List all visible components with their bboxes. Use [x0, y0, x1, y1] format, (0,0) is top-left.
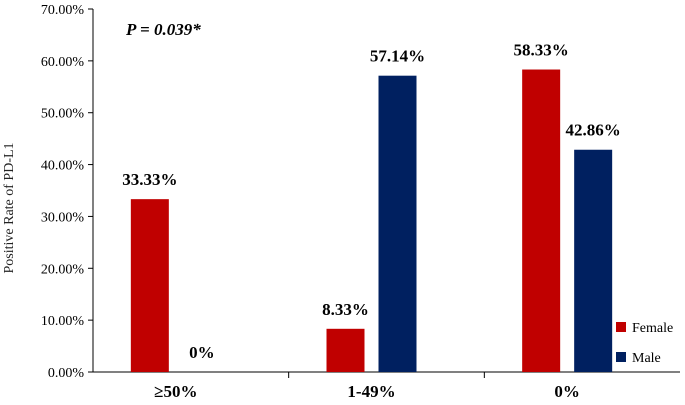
- y-axis: 0.00% 10.00% 20.00% 30.00% 40.00% 50.00% 60.00…: [41, 3, 94, 381]
- legend-swatch-female: [616, 322, 626, 332]
- bar-male: [574, 149, 613, 372]
- y-tick-label: 40.00%: [41, 159, 85, 174]
- legend-label-female: Female: [632, 321, 673, 336]
- legend-swatch-male: [616, 352, 626, 362]
- x-category-label: ≥50%: [154, 382, 197, 401]
- bar-female: [522, 69, 561, 373]
- y-tick-label: 30.00%: [41, 210, 85, 225]
- x-axis: ≥50% 1-49% 0%: [93, 371, 680, 401]
- data-label: 58.33%: [514, 41, 569, 60]
- bar-female: [130, 199, 169, 372]
- bar-female: [326, 328, 365, 372]
- y-tick-label: 60.00%: [41, 55, 85, 70]
- p-value-annotation: P = 0.039*: [125, 20, 201, 39]
- bar-male: [378, 75, 417, 372]
- data-label: 42.86%: [566, 121, 621, 140]
- y-tick-label: 10.00%: [41, 314, 85, 329]
- x-category-label: 0%: [554, 382, 580, 401]
- data-label: 57.14%: [370, 47, 425, 66]
- x-ticks: ≥50% 1-49% 0%: [154, 372, 580, 401]
- y-axis-label: Positive Rate of PD-L1: [2, 142, 17, 273]
- data-label: 33.33%: [122, 170, 177, 189]
- y-tick-label: 0.00%: [48, 366, 85, 381]
- y-tick-label: 70.00%: [41, 3, 85, 18]
- legend-label-male: Male: [632, 351, 661, 366]
- bars: [130, 69, 613, 373]
- legend: Female Male: [616, 321, 673, 366]
- data-label: 0%: [189, 343, 215, 362]
- y-ticks: 0.00% 10.00% 20.00% 30.00% 40.00% 50.00% 60.00…: [41, 3, 93, 381]
- y-tick-label: 20.00%: [41, 262, 85, 277]
- x-category-label: 1-49%: [347, 382, 395, 401]
- y-tick-label: 50.00%: [41, 107, 85, 122]
- data-label: 8.33%: [322, 300, 369, 319]
- data-labels: 33.33% 8.33% 58.33% 0% 57.14% 42.86%: [122, 41, 621, 362]
